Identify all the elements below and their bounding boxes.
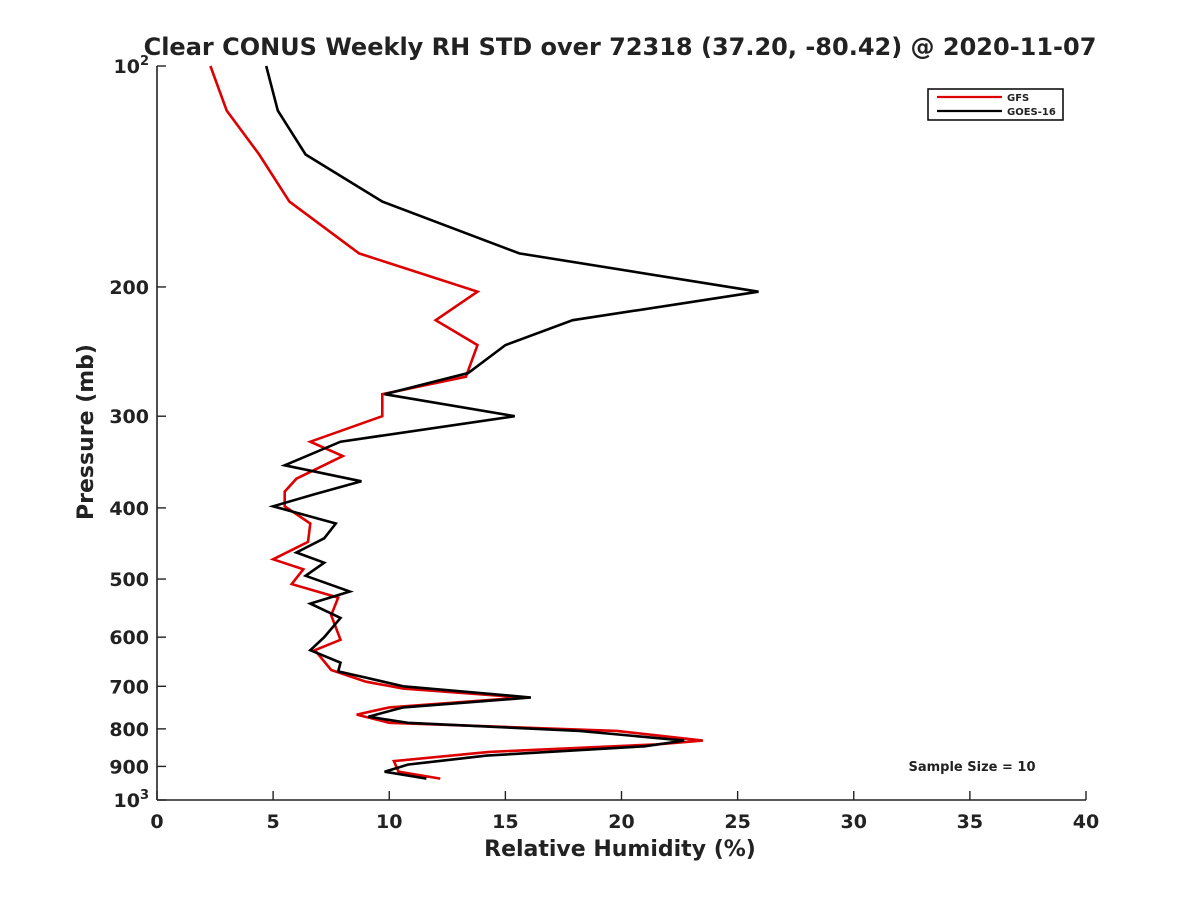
y-tick-label: 102 bbox=[114, 54, 150, 78]
y-tick-label: 500 bbox=[109, 569, 149, 591]
y-tick-label: 800 bbox=[109, 719, 149, 741]
y-tick-label: 600 bbox=[109, 627, 149, 649]
y-tick-label: 103 bbox=[114, 788, 150, 812]
x-tick-label: 5 bbox=[267, 811, 280, 833]
y-tick-label: 400 bbox=[109, 498, 149, 520]
y-tick-label: 700 bbox=[109, 676, 149, 698]
series-line-gfs bbox=[209, 65, 703, 780]
legend-label-gfs: GFS bbox=[1007, 93, 1029, 104]
y-tick-label: 200 bbox=[109, 277, 149, 299]
y-tick-label: 300 bbox=[109, 406, 149, 428]
x-tick-label: 15 bbox=[492, 811, 518, 833]
ticks-layer: 0 5 10 15 20 25 30 35 40 102 200 300 400 500 600 700 800… bbox=[109, 54, 1099, 833]
x-tick-label: 25 bbox=[724, 811, 750, 833]
y-tick-label: 900 bbox=[109, 756, 149, 778]
x-tick-label: 35 bbox=[957, 811, 983, 833]
legend-box bbox=[927, 88, 1064, 121]
x-tick-label: 10 bbox=[376, 811, 402, 833]
series-line-goes16 bbox=[264, 65, 759, 780]
legend-label-goes16: GOES-16 bbox=[1007, 107, 1056, 118]
x-tick-label: 0 bbox=[150, 811, 163, 833]
x-tick-label: 30 bbox=[841, 811, 867, 833]
x-tick-label: 20 bbox=[608, 811, 634, 833]
legend: GFS GOES-16 bbox=[927, 88, 1064, 121]
sample-size-annotation: Sample Size = 10 bbox=[908, 760, 1035, 775]
x-axis-label: Relative Humidity (%) bbox=[484, 837, 756, 862]
series-layer bbox=[209, 65, 759, 780]
x-tick-label: 40 bbox=[1073, 811, 1099, 833]
chart-title: Clear CONUS Weekly RH STD over 72318 (37… bbox=[144, 33, 1097, 61]
y-axis-label: Pressure (mb) bbox=[74, 344, 99, 520]
axes-layer bbox=[156, 66, 1086, 801]
